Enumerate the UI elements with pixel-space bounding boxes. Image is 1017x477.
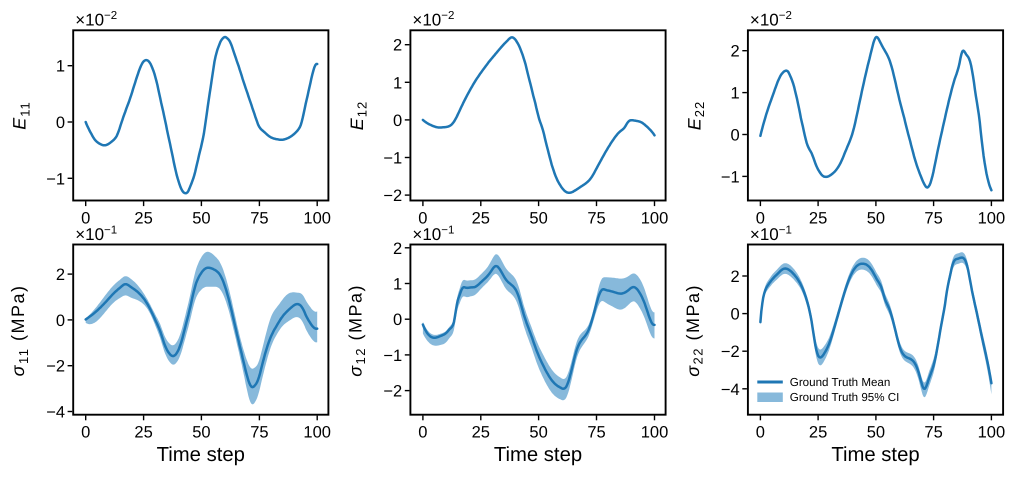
svg-text:−4: −4 xyxy=(46,404,65,422)
svg-text:1: 1 xyxy=(731,85,740,103)
svg-text:−1: −1 xyxy=(721,168,740,186)
svg-text:Time step: Time step xyxy=(494,444,582,466)
svg-text:25: 25 xyxy=(472,210,490,228)
svg-text:−2: −2 xyxy=(46,358,65,376)
svg-text:25: 25 xyxy=(472,424,490,442)
svg-text:0: 0 xyxy=(418,424,427,442)
svg-text:−2: −2 xyxy=(383,187,402,205)
svg-text:100: 100 xyxy=(978,210,1006,228)
svg-text:100: 100 xyxy=(303,424,331,442)
svg-text:25: 25 xyxy=(809,210,827,228)
svg-text:−4: −4 xyxy=(721,381,740,399)
svg-text:50: 50 xyxy=(867,210,885,228)
svg-text:0: 0 xyxy=(81,424,90,442)
svg-text:25: 25 xyxy=(809,424,827,442)
svg-text:−1: −1 xyxy=(383,347,402,365)
svg-text:2: 2 xyxy=(731,268,740,286)
svg-text:1: 1 xyxy=(56,58,65,76)
svg-text:1: 1 xyxy=(393,74,402,92)
svg-text:0: 0 xyxy=(56,312,65,330)
svg-text:0: 0 xyxy=(756,210,765,228)
svg-text:75: 75 xyxy=(250,210,268,228)
svg-text:100: 100 xyxy=(303,210,331,228)
svg-text:75: 75 xyxy=(587,424,605,442)
svg-text:−2: −2 xyxy=(383,383,402,401)
svg-text:2: 2 xyxy=(393,240,402,258)
svg-text:0: 0 xyxy=(756,424,765,442)
svg-text:50: 50 xyxy=(192,424,210,442)
svg-text:2: 2 xyxy=(731,43,740,61)
svg-text:2: 2 xyxy=(56,266,65,284)
svg-text:25: 25 xyxy=(134,210,152,228)
svg-text:0: 0 xyxy=(418,210,427,228)
svg-text:1: 1 xyxy=(393,276,402,294)
svg-text:100: 100 xyxy=(978,424,1006,442)
svg-text:50: 50 xyxy=(529,210,547,228)
svg-text:0: 0 xyxy=(731,127,740,145)
svg-text:2: 2 xyxy=(393,37,402,55)
svg-text:50: 50 xyxy=(867,424,885,442)
svg-text:100: 100 xyxy=(641,424,669,442)
svg-text:Ground Truth 95% CI: Ground Truth 95% CI xyxy=(790,391,900,404)
svg-text:75: 75 xyxy=(924,210,942,228)
svg-text:25: 25 xyxy=(134,424,152,442)
svg-text:−1: −1 xyxy=(383,150,402,168)
svg-text:0: 0 xyxy=(56,114,65,132)
svg-text:75: 75 xyxy=(587,210,605,228)
svg-text:Time step: Time step xyxy=(157,444,245,466)
svg-text:0: 0 xyxy=(393,311,402,329)
svg-text:−2: −2 xyxy=(721,343,740,361)
svg-text:100: 100 xyxy=(641,210,669,228)
svg-text:Time step: Time step xyxy=(831,444,919,466)
svg-text:75: 75 xyxy=(250,424,268,442)
svg-text:−1: −1 xyxy=(46,170,65,188)
svg-text:0: 0 xyxy=(393,112,402,130)
svg-text:50: 50 xyxy=(529,424,547,442)
svg-text:0: 0 xyxy=(731,306,740,324)
svg-text:50: 50 xyxy=(192,210,210,228)
svg-text:0: 0 xyxy=(81,210,90,228)
svg-text:75: 75 xyxy=(924,424,942,442)
svg-text:Ground Truth Mean: Ground Truth Mean xyxy=(790,376,891,389)
